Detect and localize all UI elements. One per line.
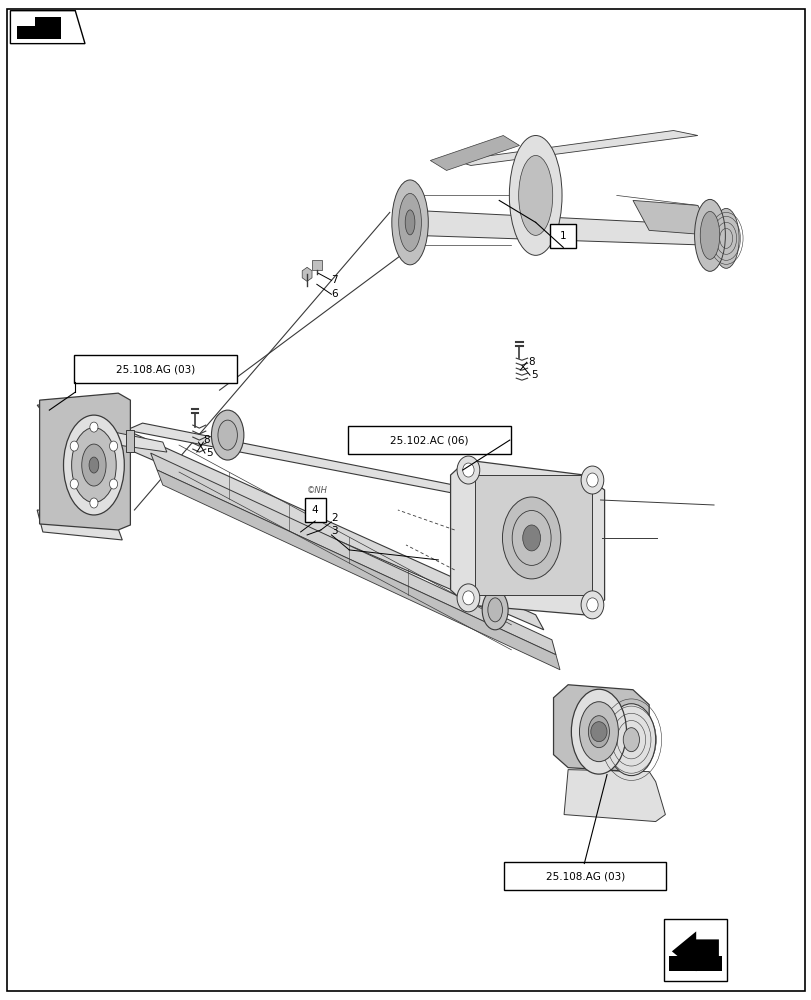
Ellipse shape [482, 590, 508, 630]
Polygon shape [564, 770, 664, 822]
Text: 6: 6 [331, 289, 337, 299]
Text: 4: 4 [311, 505, 318, 515]
Polygon shape [127, 423, 478, 495]
Ellipse shape [89, 457, 99, 473]
Ellipse shape [588, 716, 609, 748]
Polygon shape [11, 11, 85, 44]
Ellipse shape [512, 510, 551, 565]
Circle shape [586, 473, 598, 487]
Bar [663, 919, 726, 981]
Polygon shape [633, 200, 713, 235]
FancyBboxPatch shape [304, 498, 325, 522]
Polygon shape [127, 430, 543, 630]
Bar [667, 956, 721, 971]
Polygon shape [151, 453, 556, 655]
Text: 25.102.AC (06): 25.102.AC (06) [390, 435, 468, 445]
Polygon shape [157, 470, 560, 670]
Text: 5: 5 [206, 448, 213, 458]
Bar [17, 17, 35, 26]
Ellipse shape [71, 428, 116, 502]
Ellipse shape [607, 704, 654, 776]
Ellipse shape [398, 193, 421, 251]
Circle shape [462, 463, 474, 477]
FancyBboxPatch shape [504, 862, 665, 890]
Circle shape [109, 479, 118, 489]
Ellipse shape [623, 728, 639, 752]
Polygon shape [450, 460, 604, 615]
Bar [17, 17, 62, 39]
Ellipse shape [217, 420, 237, 450]
Ellipse shape [712, 208, 738, 268]
Polygon shape [553, 685, 648, 772]
Ellipse shape [518, 155, 552, 235]
Bar [474, 475, 592, 595]
Circle shape [586, 598, 598, 612]
Polygon shape [414, 210, 713, 245]
Polygon shape [37, 395, 127, 420]
Text: 2: 2 [331, 513, 337, 523]
Ellipse shape [405, 210, 414, 235]
Ellipse shape [487, 598, 502, 622]
Circle shape [457, 584, 479, 612]
Polygon shape [114, 432, 167, 452]
Ellipse shape [392, 180, 427, 265]
Circle shape [590, 722, 607, 742]
Circle shape [90, 498, 98, 508]
Text: 7: 7 [331, 275, 337, 285]
Text: 25.108.AG (03): 25.108.AG (03) [545, 871, 624, 881]
Ellipse shape [522, 525, 540, 551]
Circle shape [457, 456, 479, 484]
FancyBboxPatch shape [348, 426, 510, 454]
Polygon shape [671, 931, 718, 971]
Text: 5: 5 [531, 370, 538, 380]
Text: 25.108.AG (03): 25.108.AG (03) [116, 364, 195, 374]
Text: 1: 1 [560, 231, 566, 241]
Circle shape [581, 466, 603, 494]
Polygon shape [17, 17, 35, 26]
Text: 3: 3 [331, 526, 337, 536]
Ellipse shape [699, 211, 719, 259]
Polygon shape [454, 131, 697, 165]
Ellipse shape [571, 689, 626, 774]
FancyBboxPatch shape [550, 224, 576, 248]
Ellipse shape [693, 199, 724, 271]
FancyBboxPatch shape [75, 355, 236, 383]
Ellipse shape [579, 702, 618, 762]
Ellipse shape [502, 497, 560, 579]
Polygon shape [37, 510, 122, 540]
Circle shape [581, 591, 603, 619]
Text: ©NH: ©NH [306, 486, 327, 495]
Polygon shape [40, 393, 131, 530]
Text: 8: 8 [528, 357, 534, 367]
Circle shape [70, 441, 78, 451]
Ellipse shape [63, 415, 124, 515]
Bar [311, 260, 321, 270]
Circle shape [462, 591, 474, 605]
Polygon shape [430, 136, 519, 170]
Circle shape [90, 422, 98, 432]
Ellipse shape [211, 410, 243, 460]
Circle shape [70, 479, 78, 489]
Polygon shape [127, 430, 135, 452]
Ellipse shape [82, 444, 106, 486]
Circle shape [109, 441, 118, 451]
Ellipse shape [508, 136, 561, 255]
Text: 8: 8 [203, 435, 210, 445]
